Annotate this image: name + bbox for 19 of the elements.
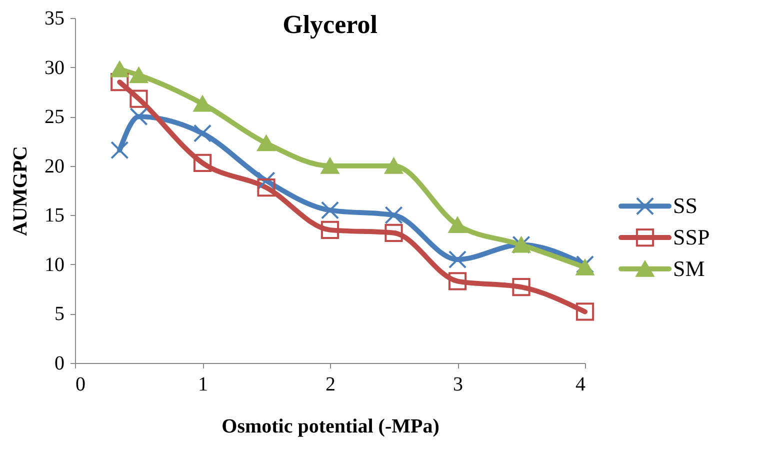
chart-title: Glycerol — [282, 10, 378, 39]
y-tick-label: 20 — [44, 155, 64, 178]
legend-label: SM — [673, 256, 705, 281]
x-axis-title: Osmotic potential (-MPa) — [222, 416, 440, 438]
legend-label: SSP — [673, 224, 710, 250]
x-tick-label: 2 — [326, 374, 336, 396]
x-tick-label: 0 — [76, 374, 86, 396]
y-tick-label: 10 — [44, 254, 64, 276]
y-axis-title: AUMGPC — [10, 146, 32, 236]
y-tick-label: 0 — [54, 352, 64, 374]
x-tick-label: 4 — [576, 374, 586, 396]
legend-label: SS — [673, 193, 698, 218]
y-tick-label: 30 — [44, 56, 64, 79]
x-tick-label: 3 — [453, 374, 463, 396]
y-tick-label: 5 — [54, 303, 64, 326]
y-tick-label: 35 — [44, 8, 64, 30]
x-tick-label: 1 — [198, 374, 208, 396]
y-tick-label: 25 — [44, 106, 64, 128]
y-tick-label: 15 — [44, 204, 64, 227]
